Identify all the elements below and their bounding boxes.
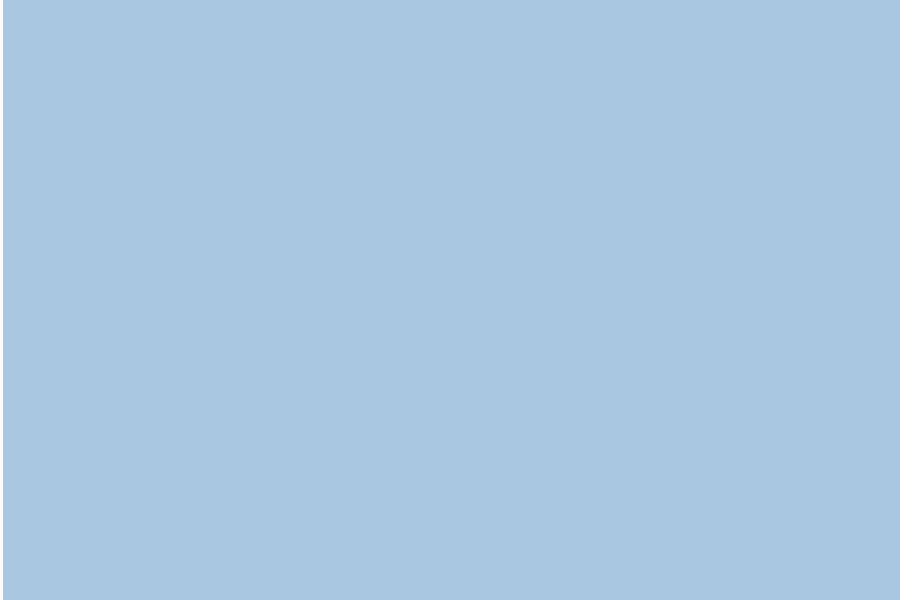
chart-header: [14, 1, 27, 20]
ema50-legend: [16, 58, 30, 71]
price-legend: [16, 29, 30, 85]
page-left-margin: [0, 0, 3, 600]
quote-summary: [849, 14, 892, 27]
pmo-legend: [16, 406, 30, 419]
ema50-line-swatch: [16, 63, 27, 65]
ema20-line-swatch: [16, 49, 27, 51]
ema200-line-swatch: [16, 76, 27, 78]
ema20-legend: [16, 44, 30, 57]
pmo-line-swatch: [16, 411, 27, 413]
ema200-legend: [16, 71, 30, 84]
price-legend-line: [16, 29, 30, 44]
